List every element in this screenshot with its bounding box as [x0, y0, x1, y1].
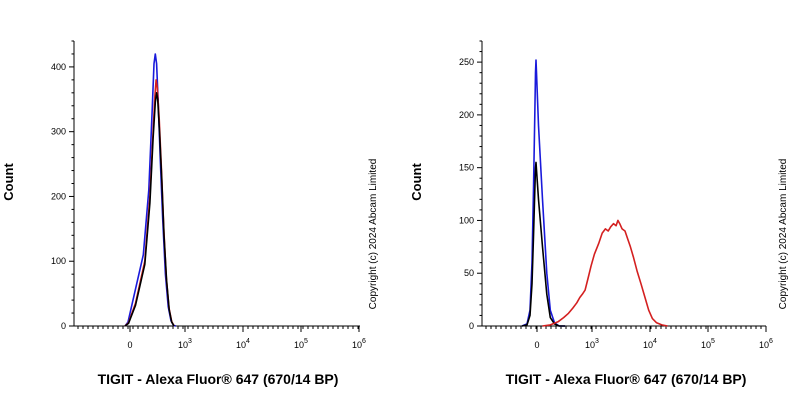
x-tick-exponent: 4	[246, 338, 250, 345]
x-tick-base: 10	[759, 340, 769, 350]
copyright-text: Copyright (c) 2024 Abcam Limited	[368, 159, 379, 310]
x-tick-label: 105	[294, 338, 308, 350]
series-line-blue	[521, 59, 566, 327]
y-tick-label: 0	[469, 321, 474, 331]
x-tick-label: 103	[178, 338, 192, 350]
y-tick-label: 100	[51, 256, 66, 266]
x-tick-base: 10	[294, 340, 304, 350]
x-tick-label: 0	[534, 340, 539, 350]
x-tick-base: 10	[585, 340, 595, 350]
series-line-red	[542, 219, 668, 327]
series-group	[124, 53, 177, 327]
x-tick-exponent: 6	[362, 338, 366, 345]
x-tick-exponent: 3	[595, 338, 599, 345]
series-line-black	[521, 161, 566, 327]
x-tick-exponent: 5	[304, 338, 308, 345]
x-tick-exponent: 3	[188, 338, 192, 345]
y-tick-label: 100	[459, 215, 474, 225]
x-tick-base: 10	[178, 340, 188, 350]
x-tick-exponent: 6	[769, 338, 773, 345]
x-tick-label: 104	[643, 338, 657, 350]
y-tick-label: 150	[459, 163, 474, 173]
x-tick-base: 10	[352, 340, 362, 350]
y-axis-title: Count	[409, 163, 424, 201]
x-tick-base: 10	[236, 340, 246, 350]
x-tick-base: 0	[127, 340, 132, 350]
x-tick-exponent: 4	[653, 338, 657, 345]
y-tick-label: 50	[464, 268, 474, 278]
x-axis-title: TIGIT - Alexa Fluor® 647 (670/14 BP)	[98, 371, 339, 387]
y-tick-label: 200	[459, 110, 474, 120]
y-tick-label: 300	[51, 127, 66, 137]
series-line-black	[124, 92, 175, 327]
x-tick-base: 0	[534, 340, 539, 350]
x-tick-base: 10	[701, 340, 711, 350]
y-tick-label: 200	[51, 191, 66, 201]
x-tick-base: 10	[643, 340, 653, 350]
x-tick-label: 106	[759, 338, 773, 350]
y-axis-title: Count	[1, 163, 16, 201]
copyright-text: Copyright (c) 2024 Abcam Limited	[778, 159, 789, 310]
x-axis-title: TIGIT - Alexa Fluor® 647 (670/14 BP)	[506, 371, 747, 387]
x-tick-label: 103	[585, 338, 599, 350]
y-tick-label: 0	[61, 321, 66, 331]
x-tick-label: 105	[701, 338, 715, 350]
x-tick-label: 106	[352, 338, 366, 350]
x-tick-exponent: 5	[711, 338, 715, 345]
x-tick-label: 104	[236, 338, 250, 350]
x-tick-label: 0	[127, 340, 132, 350]
y-tick-label: 250	[459, 57, 474, 67]
series-group	[521, 59, 668, 327]
y-tick-label: 400	[51, 62, 66, 72]
